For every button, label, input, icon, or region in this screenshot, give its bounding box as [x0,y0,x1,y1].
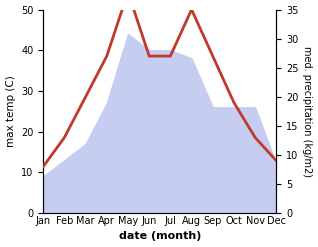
Y-axis label: med. precipitation (kg/m2): med. precipitation (kg/m2) [302,46,313,177]
X-axis label: date (month): date (month) [119,231,201,242]
Y-axis label: max temp (C): max temp (C) [5,75,16,147]
